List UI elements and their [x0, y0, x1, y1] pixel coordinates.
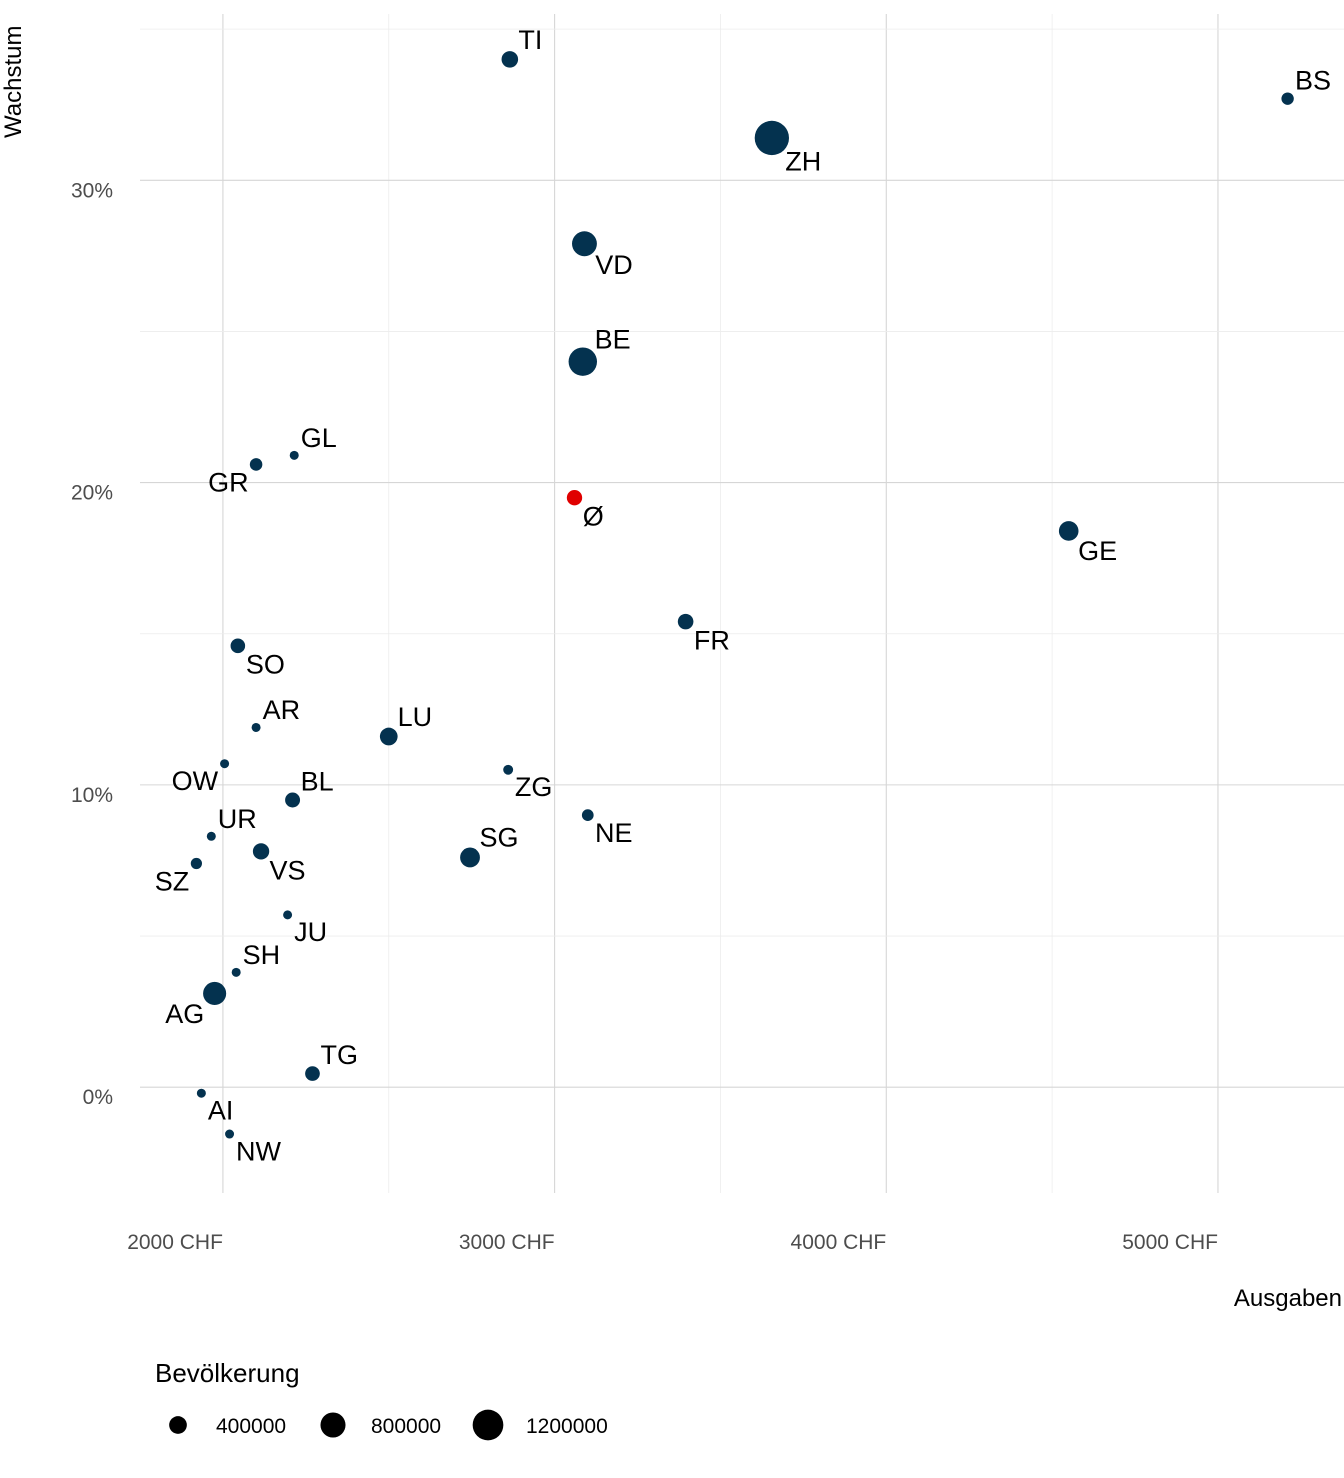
point-label: BL [301, 766, 334, 796]
point-label: Ø [583, 502, 604, 532]
point-label: BE [595, 325, 631, 355]
point-label: VD [595, 250, 633, 280]
data-points [190, 51, 1294, 1139]
y-tick-label: 10% [71, 784, 113, 807]
point-ju [283, 910, 293, 920]
point-label: GE [1078, 536, 1117, 566]
point-label: TI [518, 25, 542, 55]
point-sh [231, 967, 241, 977]
point-bs [1281, 92, 1294, 105]
point-label: BS [1295, 66, 1331, 96]
point-zh [754, 120, 789, 156]
x-tick-label: 3000 CHF [459, 1231, 555, 1254]
point-label: SH [243, 940, 281, 970]
legend-items: 400000 800000 1200000 [169, 1409, 608, 1441]
point-ne [581, 809, 594, 821]
point-fr [677, 613, 694, 630]
point-vd [572, 231, 597, 257]
point-label: VS [270, 855, 306, 885]
legend-key [320, 1412, 346, 1438]
point-be [568, 347, 598, 376]
point-ge [1058, 521, 1079, 541]
point-label: NW [236, 1136, 281, 1166]
point-nw [225, 1129, 235, 1139]
point-average [566, 490, 583, 506]
y-axis-title: Wachstum [0, 26, 27, 138]
point-label: GR [208, 468, 249, 498]
point-ai [196, 1088, 206, 1098]
point-gl [289, 450, 299, 460]
legend-label: 800000 [371, 1415, 441, 1438]
point-label: NE [595, 818, 633, 848]
x-tick-label: 2000 CHF [127, 1231, 223, 1254]
point-ur [206, 831, 216, 841]
point-label: AG [165, 999, 204, 1029]
point-so [230, 638, 246, 654]
x-tick-label: 5000 CHF [1122, 1231, 1218, 1254]
point-label: AI [208, 1095, 234, 1125]
x-tick-label: 4000 CHF [791, 1231, 887, 1254]
x-axis-ticks: 2000 CHF 3000 CHF 4000 CHF 5000 CHF [127, 1231, 1218, 1254]
y-axis-ticks: 0% 10% 20% 30% [71, 179, 113, 1109]
y-tick-label: 30% [71, 179, 113, 202]
point-gr [249, 458, 263, 471]
point-label: LU [398, 702, 433, 732]
point-zg [503, 764, 514, 775]
point-vs [252, 843, 270, 860]
data-labels: TI BS ZH VD BE GL GR Ø GE FR SO AR LU OW ZG BL NE UR VS SG S… [155, 25, 1331, 1166]
point-label: SO [246, 649, 285, 679]
point-label: ZH [785, 147, 821, 177]
point-sg [460, 847, 480, 868]
point-ti [501, 51, 519, 68]
point-tg [305, 1066, 320, 1081]
point-label: UR [218, 804, 257, 834]
size-legend: Bevölkerung 400000 800000 1200000 [155, 1358, 608, 1441]
y-tick-label: 0% [83, 1086, 113, 1109]
point-bl [285, 792, 301, 808]
x-axis-title: Ausgaben [1234, 1285, 1342, 1312]
legend-label: 1200000 [526, 1415, 608, 1438]
point-label: SZ [155, 866, 190, 896]
point-label: FR [694, 626, 730, 656]
point-ow [220, 759, 230, 769]
point-ar [251, 722, 261, 732]
legend-title: Bevölkerung [155, 1358, 300, 1388]
point-label: GL [301, 423, 337, 453]
grid [140, 14, 1344, 1193]
point-label: ZG [515, 772, 553, 802]
point-ag [203, 981, 227, 1006]
y-tick-label: 20% [71, 482, 113, 505]
point-lu [379, 727, 398, 746]
legend-key [169, 1416, 187, 1434]
point-label: SG [479, 822, 518, 852]
point-label: JU [294, 917, 327, 947]
point-label: OW [172, 766, 219, 796]
legend-key [472, 1409, 504, 1441]
point-label: TG [321, 1040, 359, 1070]
point-label: AR [263, 695, 301, 725]
legend-label: 400000 [216, 1415, 286, 1438]
point-sz [190, 857, 202, 870]
